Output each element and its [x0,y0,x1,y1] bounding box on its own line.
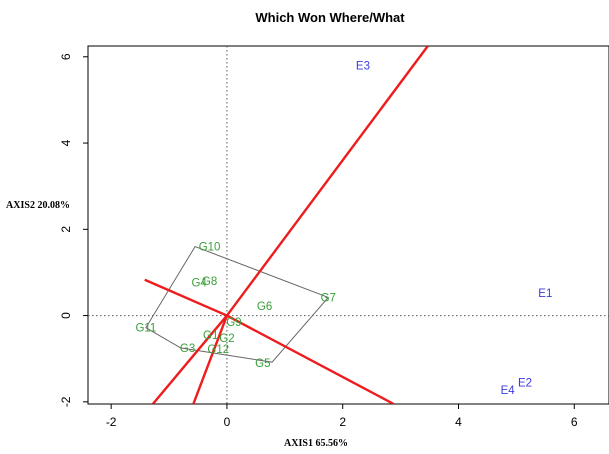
y-tick-label: 4 [59,139,73,146]
y-tick-label: 6 [59,53,73,60]
sector-line [225,46,429,317]
genotype-label: G5 [255,358,270,370]
genotype-label: G9 [226,317,241,329]
genotype-label: G8 [202,276,217,288]
genotype-label: G2 [219,333,234,345]
genotype-label: G11 [135,323,156,335]
x-tick-label: 2 [339,415,346,429]
y-tick-label: 0 [59,312,73,319]
y-tick-label: -2 [59,396,73,407]
genotype-label: G10 [199,242,221,254]
genotype-label: G3 [180,343,195,355]
x-tick-label: -2 [106,415,117,429]
genotype-label: G1 [203,330,218,342]
genotype-label: G7 [321,292,336,304]
genotype-label: G4 [191,277,207,289]
sector-line [226,314,395,404]
x-tick-label: 0 [224,415,231,429]
x-tick-label: 6 [571,415,578,429]
convex-hull [145,245,330,363]
x-axis-label: AXIS1 65.56% [284,438,348,449]
environment-label: E3 [356,60,370,72]
plot-frame [87,45,609,405]
environment-label: E2 [518,377,532,389]
sector-line [151,314,228,404]
genotype-label: G12 [207,344,229,356]
environment-label: E4 [501,385,516,397]
sector-line [144,278,228,317]
chart-title: Which Won Where/What [255,10,405,25]
sector-line [192,315,229,404]
y-tick-label: 2 [59,226,73,233]
x-tick-label: 4 [455,415,462,429]
genotype-label: G6 [257,301,272,313]
y-axis-label: AXIS2 20.08% [6,200,70,211]
environment-label: E1 [538,288,552,300]
